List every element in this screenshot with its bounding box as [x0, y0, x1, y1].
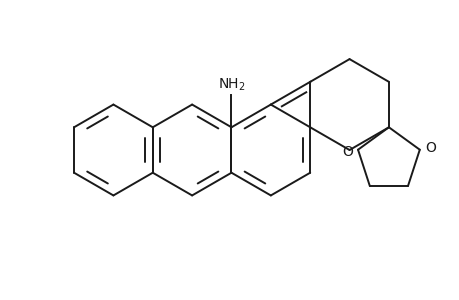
Text: O: O [341, 145, 352, 159]
Text: NH$_2$: NH$_2$ [217, 76, 245, 93]
Text: O: O [424, 140, 435, 154]
